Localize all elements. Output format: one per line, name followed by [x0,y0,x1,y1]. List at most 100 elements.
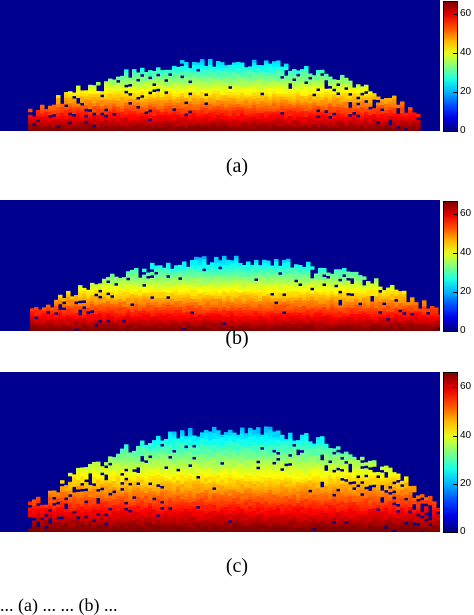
depth-cell [206,274,211,278]
depth-cell [264,115,269,119]
depth-cell [168,462,173,466]
depth-cell [238,263,243,267]
depth-cell [246,321,251,325]
depth-cell [302,297,307,301]
depth-cell [338,314,343,318]
depth-cell [64,494,69,498]
depth-cell [252,129,257,131]
depth-cell [250,289,255,293]
depth-cell [282,269,287,273]
depth-cell [280,91,285,95]
depth-cell [212,109,217,113]
depth-cell [96,477,101,481]
depth-cell [314,273,319,277]
depth-cell [244,115,249,119]
depth-cell [178,322,183,326]
depth-cell [188,494,193,498]
depth-cell [182,282,187,286]
depth-cell [268,103,273,107]
depth-cell [88,97,93,101]
depth-cell [256,520,261,524]
depth-cell [174,307,179,311]
depth-cell [196,116,201,120]
depth-cell [272,103,277,107]
depth-cell [164,499,169,503]
depth-cell [216,94,221,98]
depth-cell [134,313,139,317]
depth-cell [112,463,117,467]
depth-cell [92,522,97,526]
depth-cell [240,524,245,528]
depth-cell [260,510,265,514]
depth-cell [132,481,137,485]
depth-cell [158,274,163,278]
depth-cell [108,465,113,469]
depth-cell [308,109,313,113]
depth-cell [376,105,381,109]
depth-cell [56,116,61,120]
depth-cell [172,486,177,490]
depth-cell [144,96,149,100]
depth-cell [148,112,153,116]
depth-cell [28,502,33,506]
depth-cell [34,310,39,314]
depth-cell [96,468,101,472]
depth-cell [216,466,221,470]
depth-cell [216,79,221,83]
depth-cell [378,299,383,303]
depth-cell [290,291,295,295]
depth-cell [168,471,173,475]
depth-cell [70,308,75,312]
depth-cell [172,474,177,478]
depth-cell [252,436,257,440]
colorbar-tick-mark [453,14,457,15]
depth-cell [340,111,345,115]
depth-cell [68,524,73,528]
depth-cell [104,480,109,484]
depth-cell [228,505,233,509]
depth-cell [212,76,217,80]
depth-cell [250,304,255,308]
depth-cell [230,293,235,297]
depth-cell [42,307,47,311]
depth-cell [42,313,47,317]
depth-cell [218,293,223,297]
depth-cell [222,280,227,284]
depth-cell [278,281,283,285]
depth-cell [128,117,133,121]
depth-cell [170,299,175,303]
depth-cell [276,96,281,100]
depth-cell [80,99,85,103]
depth-cell [118,302,123,306]
depth-cell [152,92,157,96]
depth-cell [124,510,129,514]
depth-cell [164,454,169,458]
depth-cell [250,319,255,323]
depth-cell [196,508,201,512]
depth-cell [222,286,227,290]
depth-cell [88,509,93,512]
depth-cell [108,459,113,463]
depth-cell [228,92,233,96]
depth-cell [264,441,269,445]
depth-cell [236,438,241,442]
depth-cell [434,311,439,315]
depth-cell [410,321,415,325]
depth-cell [150,305,155,309]
depth-cell [264,480,269,484]
depth-cell [70,314,75,318]
depth-cell [112,475,117,479]
depth-cell [164,127,169,131]
depth-cell [382,311,387,315]
depth-cell [224,450,229,454]
depth-cell [76,507,81,511]
depth-cell [236,471,241,475]
depth-cell [124,459,129,463]
depth-cell [156,82,161,86]
depth-cell [218,281,223,285]
depth-cell [414,311,419,315]
depth-cell [394,314,399,318]
depth-cell [58,301,63,305]
depth-cell [192,492,197,496]
depth-cell [200,128,205,131]
